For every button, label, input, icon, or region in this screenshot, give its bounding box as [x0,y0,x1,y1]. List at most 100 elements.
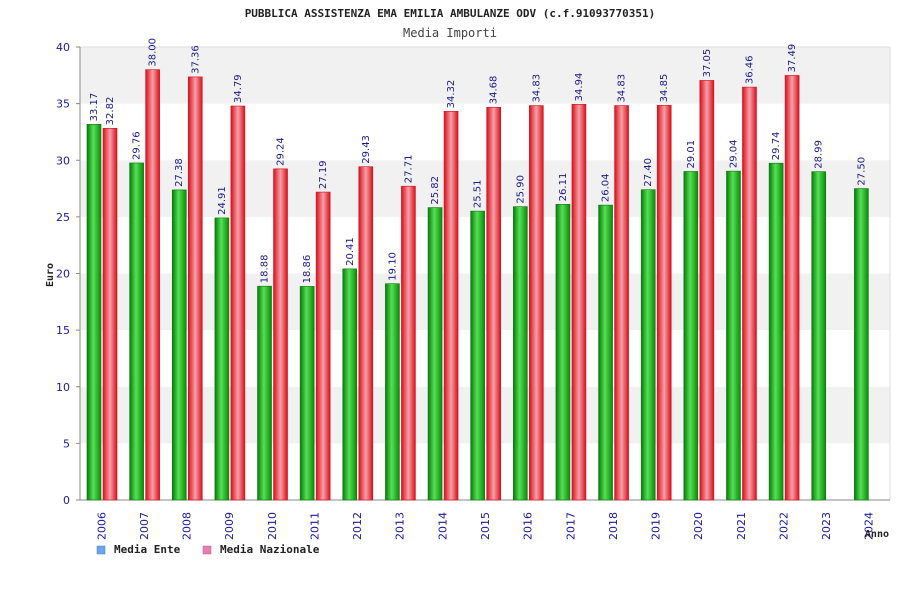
x-tick-label: 2022 [777,512,790,540]
chart-title: PUBBLICA ASSISTENZA EMA EMILIA AMBULANZE… [245,7,656,20]
y-axis-title: Euro [45,263,56,287]
y-tick-label: 25 [56,211,70,224]
value-label: 26.11 [558,173,569,202]
chart-subtitle: Media Importi [403,26,497,40]
x-tick-label: 2023 [820,512,833,540]
bar-media-ente [257,285,272,501]
value-label: 29.76 [132,131,143,160]
value-label: 27.19 [318,160,329,189]
y-tick-label: 35 [56,98,70,111]
y-tick-label: 40 [56,41,70,54]
bar-media-nazionale [656,105,672,501]
x-tick-label: 2012 [351,512,364,540]
x-tick-label: 2015 [479,512,492,540]
y-tick-label: 15 [56,324,70,337]
bar-media-nazionale [187,76,203,501]
bar-media-nazionale [486,106,501,501]
value-label: 20.41 [345,237,356,266]
x-tick-label: 2016 [522,512,535,540]
value-labels: 33.17 32.82 29.76 38.00 27.38 37.36 24.91 34.79… [89,38,867,283]
x-tick-label: 2013 [394,512,407,540]
bar-media-ente [299,286,315,501]
bar-media-nazionale [230,105,246,501]
y-tick-label: 30 [56,154,70,167]
bar-media-ente [129,162,144,501]
legend: Media Ente Media Nazionale [96,543,320,556]
value-label: 34.83 [617,74,628,103]
bar-media-nazionale [401,185,416,501]
bar-media-nazionale [102,128,118,501]
x-tick-label: 2017 [564,512,577,540]
bar-media-ente [768,162,784,501]
value-label: 32.82 [105,97,116,126]
value-label: 24.91 [217,186,228,215]
value-label: 34.68 [489,76,500,105]
value-label: 27.38 [174,158,185,187]
value-label: 25.82 [430,176,441,205]
value-label: 29.01 [686,140,697,169]
bar-media-ente [640,189,656,501]
legend-label-media-nazionale: Media Nazionale [220,543,320,556]
bar-media-ente [470,210,485,501]
bars [86,69,869,501]
value-label: 37.36 [190,45,201,74]
x-ticks: 2006 2007 2008 2009 2010 2011 2012 2013 2014 2015… [95,512,875,540]
x-tick-label: 2018 [607,512,620,540]
value-label: 34.94 [574,73,585,102]
y-tick-label: 10 [56,381,70,394]
value-label: 37.49 [787,44,798,73]
legend-swatch-media-ente [96,545,106,555]
value-label: 34.85 [659,74,670,103]
value-label: 34.79 [233,74,244,103]
bar-media-ente [513,206,528,501]
bar-media-nazionale [784,75,800,501]
x-tick-label: 2006 [95,512,108,540]
bar-media-nazionale [699,80,715,501]
bar-media-ente [86,124,102,501]
value-label: 25.90 [515,175,526,204]
bar-media-nazionale [358,166,374,501]
bar-media-ente [427,207,443,501]
x-tick-label: 2024 [863,512,876,540]
y-ticks: 0 5 10 15 20 25 30 35 40 [56,41,80,507]
value-label: 38.00 [148,38,159,67]
y-tick-label: 0 [63,494,70,507]
value-label: 27.40 [643,158,654,187]
x-tick-label: 2014 [436,512,449,540]
bar-media-nazionale [571,104,587,501]
value-label: 29.04 [728,139,739,168]
value-label: 34.32 [446,80,457,109]
legend-label-media-ente: Media Ente [114,543,181,556]
value-label: 26.04 [601,173,612,202]
bar-media-ente [214,217,230,501]
x-axis-title: Anno [865,529,889,540]
value-label: 37.05 [702,49,713,78]
value-label: 29.74 [771,132,782,161]
x-tick-label: 2020 [692,512,705,540]
value-label: 27.50 [856,157,867,186]
value-label: 33.17 [89,93,100,122]
value-label: 29.24 [276,137,287,166]
bar-media-ente [385,283,400,501]
x-tick-label: 2007 [138,512,151,540]
x-tick-label: 2019 [650,512,663,540]
bar-media-ente [726,170,741,501]
x-tick-label: 2021 [735,512,748,540]
bar-media-ente [854,188,869,501]
bar-media-nazionale [315,191,331,501]
bar-media-ente [555,204,571,501]
value-label: 28.99 [814,140,825,169]
y-tick-label: 5 [63,437,70,450]
value-label: 29.43 [361,135,372,164]
value-label: 19.10 [387,252,398,281]
y-tick-label: 20 [56,268,70,281]
bar-media-ente [811,171,827,501]
x-tick-label: 2010 [266,512,279,540]
bar-media-nazionale [742,86,757,501]
bar-media-nazionale [273,168,288,501]
bar-media-nazionale [614,105,629,501]
bar-media-nazionale [145,69,160,501]
bar-media-ente [598,204,613,501]
